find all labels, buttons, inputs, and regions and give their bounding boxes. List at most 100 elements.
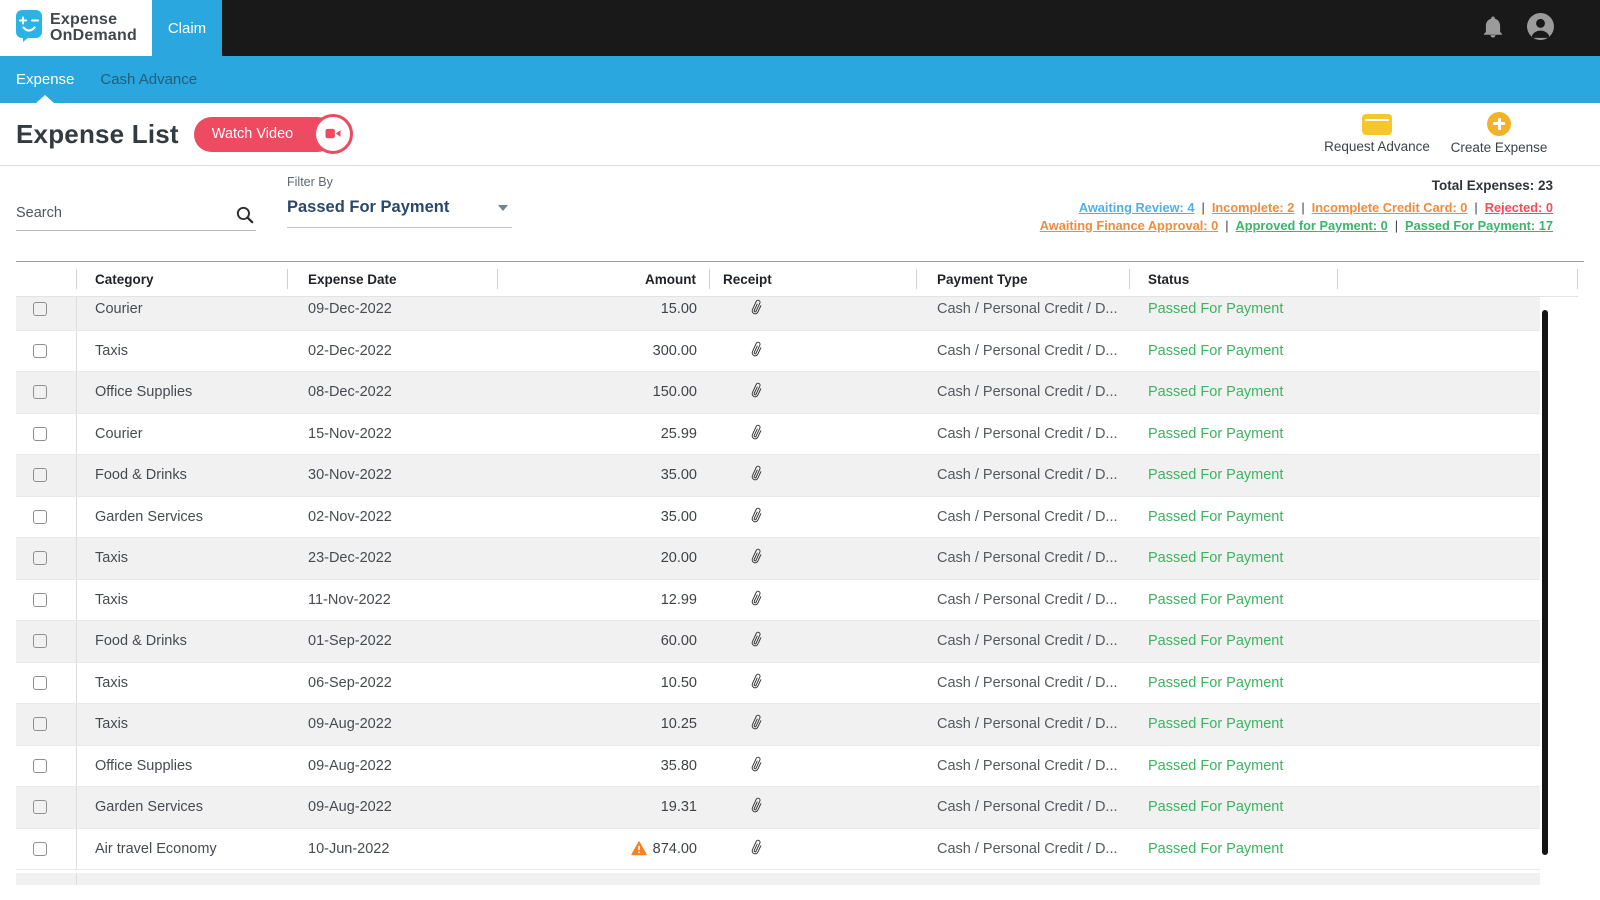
video-camera-icon <box>313 113 354 154</box>
row-category: Office Supplies <box>95 757 193 774</box>
table-row[interactable]: Food & Drinks 30-Nov-2022 35.00 Cash / P… <box>16 455 1540 497</box>
summary-link[interactable]: Awaiting Review: 4 <box>1078 200 1195 215</box>
row-checkbox[interactable] <box>33 426 47 441</box>
summary-link[interactable]: Approved for Payment: 0 <box>1235 218 1388 233</box>
partial-row <box>16 873 1540 885</box>
search-input[interactable] <box>16 199 256 230</box>
top-bar: Expense OnDemand Claim <box>0 0 1600 56</box>
wallet-icon <box>1362 113 1392 135</box>
row-status: Passed For Payment <box>1148 674 1284 691</box>
row-category: Garden Services <box>95 508 203 525</box>
table-body: Courier 09-Dec-2022 15.00 Cash / Persona… <box>16 297 1540 886</box>
row-checkbox[interactable] <box>33 841 47 856</box>
subnav-item-cash-advance[interactable]: Cash Advance <box>100 71 198 88</box>
row-amount: 12.99 <box>660 591 697 608</box>
row-status: Passed For Payment <box>1148 550 1284 567</box>
table-row[interactable]: Taxis 02-Dec-2022 300.00 Cash / Personal… <box>16 330 1540 372</box>
row-status: Passed For Payment <box>1148 342 1284 359</box>
row-status: Passed For Payment <box>1148 633 1284 650</box>
row-checkbox[interactable] <box>33 592 47 607</box>
table-row[interactable]: Air travel Economy 10-Jun-2022 874.00 Ca… <box>16 828 1540 870</box>
search-icon[interactable] <box>236 206 254 229</box>
summary-separator: | <box>1394 218 1399 233</box>
row-status: Passed For Payment <box>1148 840 1284 857</box>
row-checkbox[interactable] <box>33 509 47 524</box>
paperclip-icon[interactable] <box>745 297 768 322</box>
bell-icon <box>1483 15 1503 41</box>
row-checkbox[interactable] <box>33 551 47 566</box>
row-checkbox[interactable] <box>33 468 47 483</box>
row-category: Taxis <box>95 591 129 608</box>
paperclip-icon[interactable] <box>745 712 768 737</box>
row-amount: 35.00 <box>660 467 697 484</box>
paperclip-icon[interactable] <box>745 753 768 778</box>
table-row[interactable]: Office Supplies 08-Dec-2022 150.00 Cash … <box>16 372 1540 414</box>
create-expense-button[interactable]: Create Expense <box>1445 111 1553 155</box>
vertical-scrollbar[interactable] <box>1542 310 1548 855</box>
row-checkbox[interactable] <box>33 675 47 690</box>
tab-claim[interactable]: Claim <box>152 0 222 56</box>
account-button[interactable] <box>1527 13 1554 43</box>
row-expense-date: 02-Nov-2022 <box>308 508 392 525</box>
paperclip-icon[interactable] <box>745 338 768 363</box>
row-checkbox[interactable] <box>33 634 47 649</box>
paperclip-icon[interactable] <box>745 546 768 571</box>
row-amount: 150.00 <box>652 384 697 401</box>
paperclip-icon[interactable] <box>745 670 768 695</box>
row-amount: 35.00 <box>660 508 697 525</box>
table-row[interactable]: Garden Services 09-Aug-2022 19.31 Cash /… <box>16 787 1540 829</box>
row-category: Taxis <box>95 550 129 567</box>
brand-logo[interactable]: Expense OnDemand <box>0 0 152 56</box>
header-receipt: Receipt <box>710 269 917 289</box>
table-row[interactable]: Courier 15-Nov-2022 25.99 Cash / Persona… <box>16 413 1540 455</box>
summary-link[interactable]: Rejected: 0 <box>1484 200 1553 215</box>
row-payment-type: Cash / Personal Credit / D... <box>937 674 1118 691</box>
row-status: Passed For Payment <box>1148 757 1284 774</box>
table-row[interactable]: Taxis 23-Dec-2022 20.00 Cash / Personal … <box>16 538 1540 580</box>
header-category: Category <box>77 269 288 289</box>
page-header: Expense List Watch Video Request Advance… <box>0 103 1600 166</box>
row-status: Passed For Payment <box>1148 467 1284 484</box>
paperclip-icon[interactable] <box>745 836 768 861</box>
row-checkbox[interactable] <box>33 302 47 317</box>
table-row[interactable]: Taxis 09-Aug-2022 10.25 Cash / Personal … <box>16 704 1540 746</box>
paperclip-icon[interactable] <box>745 629 768 654</box>
row-expense-date: 01-Sep-2022 <box>308 633 392 650</box>
table-row[interactable]: Office Supplies 09-Aug-2022 35.80 Cash /… <box>16 745 1540 787</box>
paperclip-icon[interactable] <box>745 504 768 529</box>
table-row[interactable]: Courier 09-Dec-2022 15.00 Cash / Persona… <box>16 297 1540 331</box>
notifications-button[interactable] <box>1483 15 1503 41</box>
row-expense-date: 11-Nov-2022 <box>308 591 391 608</box>
table-row[interactable]: Taxis 06-Sep-2022 10.50 Cash / Personal … <box>16 662 1540 704</box>
summary-link[interactable]: Incomplete: 2 <box>1211 200 1295 215</box>
row-checkbox[interactable] <box>33 385 47 400</box>
table-row[interactable]: Taxis 11-Nov-2022 12.99 Cash / Personal … <box>16 579 1540 621</box>
row-checkbox[interactable] <box>33 343 47 358</box>
table-header: Category Expense Date Amount Receipt Pay… <box>16 262 1578 297</box>
paperclip-icon[interactable] <box>745 795 768 820</box>
row-status: Passed For Payment <box>1148 301 1284 318</box>
paperclip-icon[interactable] <box>745 380 768 405</box>
row-checkbox[interactable] <box>33 758 47 773</box>
watch-video-button[interactable]: Watch Video <box>193 113 354 154</box>
paperclip-icon[interactable] <box>745 463 768 488</box>
request-advance-button[interactable]: Request Advance <box>1323 113 1431 155</box>
summary-separator: | <box>1474 200 1478 215</box>
row-checkbox[interactable] <box>33 800 47 815</box>
filter-by-dropdown[interactable]: Filter By Passed For Payment <box>287 175 512 228</box>
summary-link[interactable]: Passed For Payment: 17 <box>1405 218 1553 233</box>
subnav-item-expense[interactable]: Expense <box>16 56 74 103</box>
paperclip-icon[interactable] <box>745 421 768 446</box>
row-category: Garden Services <box>95 799 203 816</box>
row-status: Passed For Payment <box>1148 508 1284 525</box>
summary-link[interactable]: Incomplete Credit Card: 0 <box>1311 200 1468 215</box>
row-category: Food & Drinks <box>95 633 187 650</box>
toolbar: Filter By Passed For Payment Total Expen… <box>0 166 1600 261</box>
row-checkbox[interactable] <box>33 717 47 732</box>
paperclip-icon[interactable] <box>745 587 768 612</box>
row-amount: 20.00 <box>660 550 697 567</box>
table-row[interactable]: Garden Services 02-Nov-2022 35.00 Cash /… <box>16 496 1540 538</box>
row-status: Passed For Payment <box>1148 384 1284 401</box>
summary-link[interactable]: Awaiting Finance Approval: 0 <box>1039 218 1219 233</box>
table-row[interactable]: Food & Drinks 01-Sep-2022 60.00 Cash / P… <box>16 621 1540 663</box>
